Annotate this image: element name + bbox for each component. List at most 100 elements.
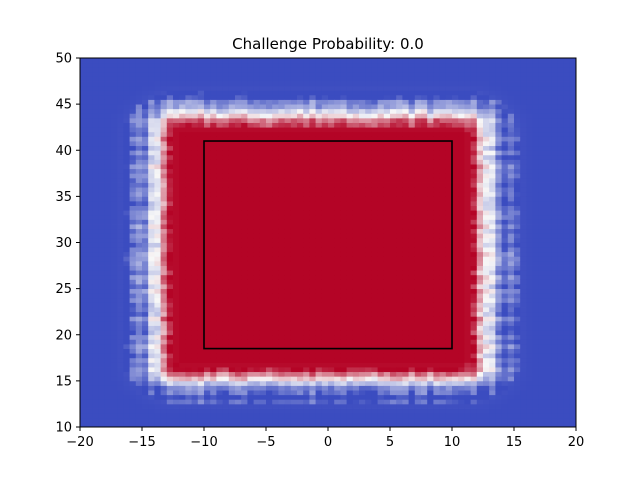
heatmap-cell [408, 302, 416, 308]
heatmap-cell [290, 380, 298, 386]
heatmap-cell [346, 214, 354, 220]
heatmap-cell [185, 67, 192, 73]
heatmap-cell [278, 380, 285, 386]
heatmap-cell [247, 279, 254, 285]
heatmap-cell [259, 302, 267, 308]
heatmap-cell [383, 214, 391, 220]
heatmap-cell [204, 288, 211, 294]
heatmap-cell [98, 168, 106, 174]
heatmap-cell [86, 233, 93, 239]
heatmap-cell [135, 339, 143, 345]
heatmap-cell [377, 343, 385, 349]
heatmap-cell [154, 422, 161, 428]
heatmap-cell [173, 265, 180, 271]
heatmap-cell [148, 210, 155, 216]
heatmap-cell [86, 284, 93, 290]
heatmap-cell [352, 353, 360, 359]
heatmap-cell [445, 362, 453, 368]
heatmap-cell [365, 99, 372, 105]
heatmap-cell [142, 127, 149, 133]
heatmap-cell [166, 90, 174, 96]
heatmap-cell [421, 196, 428, 202]
heatmap-cell [123, 408, 130, 414]
heatmap-cell [247, 71, 254, 77]
heatmap-cell [427, 205, 434, 211]
heatmap-cell [464, 325, 471, 331]
heatmap-cell [98, 131, 106, 137]
heatmap-cell [160, 224, 168, 230]
heatmap-cell [452, 353, 459, 359]
heatmap-cell [309, 260, 316, 266]
heatmap-cell [278, 297, 285, 303]
heatmap-cell [247, 302, 254, 308]
heatmap-cell [452, 191, 459, 197]
heatmap-cell [439, 228, 447, 234]
heatmap-cell [458, 150, 465, 156]
heatmap-cell [179, 274, 186, 280]
heatmap-cell [179, 380, 186, 386]
heatmap-cell [247, 408, 254, 414]
heatmap-cell [328, 131, 335, 137]
heatmap-cell [396, 413, 403, 419]
heatmap-cell [104, 154, 112, 160]
heatmap-cell [439, 399, 447, 405]
heatmap-cell [377, 173, 385, 179]
heatmap-cell [259, 196, 267, 202]
heatmap-cell [328, 113, 335, 119]
heatmap-cell [173, 168, 180, 174]
heatmap-cell [309, 154, 316, 160]
heatmap-cell [235, 357, 242, 363]
heatmap-cell [445, 136, 453, 142]
heatmap-cell [272, 62, 279, 68]
heatmap-cell [427, 131, 434, 137]
heatmap-cell [458, 154, 465, 160]
heatmap-cell [365, 233, 372, 239]
heatmap-cell [117, 159, 124, 165]
heatmap-cell [197, 104, 205, 110]
heatmap-cell [111, 141, 118, 147]
heatmap-cell [247, 417, 254, 423]
heatmap-cell [253, 316, 261, 322]
heatmap-cell [371, 343, 378, 349]
heatmap-cell [371, 260, 378, 266]
heatmap-cell [352, 237, 360, 243]
heatmap-cell [228, 131, 236, 137]
heatmap-cell [166, 367, 174, 373]
heatmap-cell [173, 348, 180, 354]
heatmap-cell [290, 242, 298, 248]
heatmap-cell [80, 67, 87, 73]
heatmap-cell [142, 320, 149, 326]
heatmap-cell [371, 274, 378, 280]
heatmap-cell [266, 62, 273, 68]
heatmap-cell [452, 362, 459, 368]
heatmap-cell [98, 325, 106, 331]
heatmap-cell [228, 251, 236, 257]
heatmap-cell [396, 339, 403, 345]
heatmap-cell [228, 399, 236, 405]
heatmap-cell [452, 104, 459, 110]
heatmap-cell [315, 394, 323, 400]
heatmap-cell [390, 104, 397, 110]
heatmap-cell [228, 173, 236, 179]
heatmap-cell [458, 187, 465, 193]
heatmap-cell [297, 219, 304, 225]
heatmap-cell [433, 228, 440, 234]
heatmap-cell [315, 81, 323, 87]
heatmap-cell [458, 288, 465, 294]
heatmap-cell [216, 274, 223, 280]
heatmap-cell [111, 237, 118, 243]
heatmap-cell [92, 311, 99, 317]
heatmap-cell [173, 62, 180, 68]
heatmap-cell [92, 117, 99, 123]
heatmap-cell [148, 214, 155, 220]
heatmap-cell [80, 260, 87, 266]
heatmap-cell [421, 408, 428, 414]
heatmap-cell [148, 256, 155, 262]
heatmap-cell [197, 145, 205, 151]
heatmap-cell [142, 380, 149, 386]
heatmap-cell [135, 81, 143, 87]
heatmap-cell [278, 210, 285, 216]
heatmap-cell [166, 214, 174, 220]
heatmap-cell [284, 339, 292, 345]
heatmap-cell [390, 376, 397, 382]
